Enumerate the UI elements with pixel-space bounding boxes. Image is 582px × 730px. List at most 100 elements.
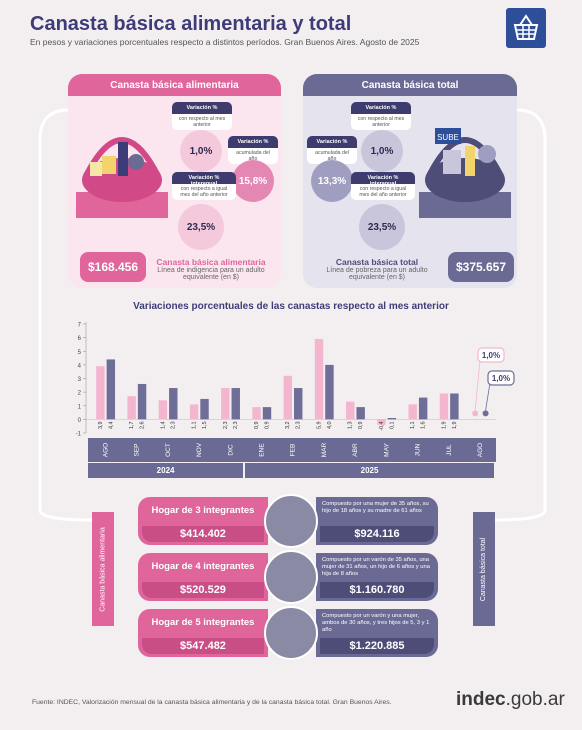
x-tick-label: SEP <box>134 443 141 456</box>
cbt-panel-title: Canasta básica total <box>303 74 517 96</box>
data-label: 1,9 <box>452 421 458 429</box>
cba-panel-title: Canasta básica alimentaria <box>68 74 281 96</box>
data-label: -0,4 <box>379 421 385 430</box>
bar-cbt <box>418 397 428 420</box>
y-tick-label: 2 <box>78 391 82 397</box>
bar-cbt <box>262 407 272 420</box>
data-label: 3,2 <box>285 421 291 429</box>
x-tick-label: ENE <box>258 443 265 457</box>
bar-cba <box>346 401 355 420</box>
data-label: 1,7 <box>129 421 135 429</box>
hogar-4: Hogar de 4 integrantes $520.529 Compuesto… <box>138 550 438 604</box>
bar-cbt <box>294 388 303 420</box>
side-label-cbt: Canasta básica total <box>473 512 495 626</box>
family-photo-icon <box>264 550 318 604</box>
y-tick-label: 4 <box>78 363 82 369</box>
data-label: 4,0 <box>327 421 333 429</box>
callout-line <box>474 359 481 411</box>
cba-var-mensual-value: 1,0% <box>180 130 222 172</box>
indec-logo: indec.gob.ar <box>456 689 565 710</box>
cba-var-mensual-sub: con respecto al mes anterior <box>172 114 232 130</box>
family-photo-icon <box>264 606 318 660</box>
hogar-desc: Compuesto por una mujer de 35 años, su h… <box>322 501 429 514</box>
data-label: 0,9 <box>264 421 270 429</box>
hogar-3: Hogar de 3 integrantes $414.402 Compuesto… <box>138 494 438 548</box>
data-label: 2,3 <box>233 421 239 429</box>
data-label: 0,1 <box>389 421 395 429</box>
bar-chart: -1 0 1 2 3 4 5 6 7 3,9 1,7 1,4 1,1 2,3 0,9 3,2 5,9 1,3 -0,… <box>76 322 515 462</box>
bar-cba <box>377 419 386 425</box>
bar-cbt <box>325 364 334 420</box>
family-photo-icon <box>264 494 318 548</box>
bar-cbt <box>387 418 397 420</box>
point-cba <box>472 410 479 417</box>
x-tick-label: ABR <box>352 443 359 457</box>
y-tick-label: 1 <box>78 404 82 410</box>
x-tick-label: AGO <box>102 443 109 457</box>
bar-cba <box>439 393 449 420</box>
source-note: Fuente: INDEC, Valorización mensual de l… <box>32 699 392 706</box>
cbt-var-interanual-sub: con respecto a igual mes del año anterio… <box>351 184 415 200</box>
hogar-name: Hogar de 4 integrantes <box>151 561 255 572</box>
cbt-amount-label: Canasta básica total Línea de pobreza par… <box>312 257 442 281</box>
x-tick-label: DIC <box>227 444 234 456</box>
year-label-2025: 2025 <box>245 463 494 478</box>
cbt-var-acumulada-sub: acumulada del año <box>307 148 357 164</box>
cba-amount-sub: Línea de indigencia para un adulto equiv… <box>157 267 265 281</box>
goods-basket-icon: SUBE <box>419 128 511 218</box>
cbt-var-acumulada-label: Variación % <box>307 136 357 148</box>
hogar-cbt-value: $1.160.780 <box>320 582 434 598</box>
x-tick-label: NOV <box>196 442 203 457</box>
data-label: 2,3 <box>223 421 229 429</box>
bar-cba <box>314 338 324 420</box>
hogar-5: Hogar de 5 integrantes $547.482 Compuesto… <box>138 606 438 660</box>
bar-cbt <box>106 359 116 420</box>
callout-label: 1,0% <box>482 351 500 360</box>
bar-cba <box>127 396 136 420</box>
hogar-cba-value: $520.529 <box>142 582 264 598</box>
hogar-name: Hogar de 5 integrantes <box>151 617 255 628</box>
cbt-var-mensual-label: Variación % <box>351 102 411 114</box>
data-label: 1,1 <box>410 421 416 429</box>
data-label: 1,6 <box>421 421 427 429</box>
chart-title: Variaciones porcentuales de las canastas… <box>133 301 449 312</box>
bar-cba <box>158 400 168 420</box>
cba-var-mensual-label: Variación % <box>172 102 232 114</box>
bar-cbt <box>231 388 240 420</box>
hogar-cba-value: $547.482 <box>142 638 264 654</box>
page-subtitle: En pesos y variaciones porcentuales resp… <box>30 37 420 47</box>
callout-label: 1,0% <box>492 374 510 383</box>
y-tick-label: 6 <box>78 336 82 342</box>
cbt-var-mensual-value: 1,0% <box>361 130 403 172</box>
callout-line <box>485 382 491 411</box>
bar-cbt <box>200 398 209 420</box>
bar-cba <box>96 366 105 420</box>
x-tick-label: OCT <box>165 443 172 457</box>
bar-cba <box>283 375 292 420</box>
y-tick-label: 7 <box>78 323 82 329</box>
y-tick-label: 5 <box>78 350 82 356</box>
x-tick-label: AGO <box>477 443 484 457</box>
cba-amount: $168.456 <box>80 252 146 282</box>
cba-var-acumulada-value: 15,8% <box>232 160 274 202</box>
cba-amount-label: Canasta básica alimentaria Línea de indig… <box>146 257 276 281</box>
callout-box <box>487 370 515 386</box>
cbt-var-mensual-sub: con respecto al mes anterior <box>351 114 411 130</box>
data-label: 4,4 <box>108 421 114 429</box>
bar-cba <box>408 404 417 420</box>
year-label-2024: 2024 <box>88 463 244 478</box>
x-tick-label: JUN <box>415 443 422 456</box>
data-label: 1,5 <box>202 421 208 429</box>
data-label: 1,3 <box>348 421 354 429</box>
side-label-cba: Canasta básica alimentaria <box>92 512 114 626</box>
cbt-amount-sub: Línea de pobreza para un adulto equivale… <box>326 267 428 281</box>
y-tick-label: -1 <box>76 432 82 438</box>
x-tick-label: FEB <box>290 444 297 457</box>
point-cbt <box>482 410 489 417</box>
sube-card-label: SUBE <box>437 133 459 142</box>
data-label: 0,9 <box>358 421 364 429</box>
x-tick-label: MAY <box>383 443 390 457</box>
cbt-var-acumulada-value: 13,3% <box>311 160 353 202</box>
cba-var-acumulada-label: Variación % <box>228 136 278 148</box>
